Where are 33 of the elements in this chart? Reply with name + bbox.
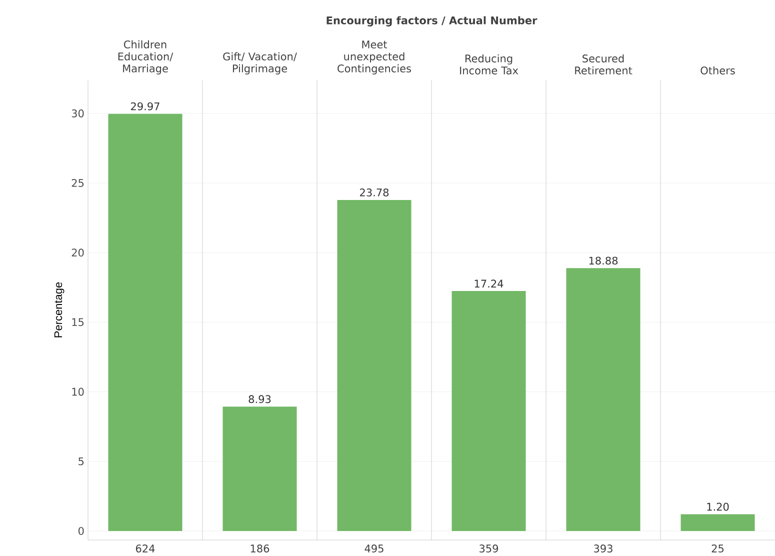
bar [337, 200, 412, 531]
bar [452, 290, 526, 531]
x-tick-label: Others [700, 66, 735, 74]
data-label: 17.24 [474, 280, 504, 288]
text: 393 [594, 544, 612, 552]
bar [566, 268, 640, 531]
y-axis-title: Percentage [54, 282, 64, 338]
y-tick-label: 25 [72, 179, 84, 187]
data-label: 23.78 [360, 188, 389, 196]
text: 186 [250, 544, 270, 552]
text: 359 [480, 544, 498, 552]
text: 25 [712, 544, 724, 552]
x-tick-label: Secured Retirement [575, 54, 632, 74]
y-tick-label: 15 [72, 318, 84, 326]
data-label: 8.93 [248, 395, 271, 404]
x-tick-label: Children Education/ Marriage [118, 40, 174, 74]
text: 624 [136, 544, 155, 552]
bar [680, 514, 755, 531]
bar [108, 114, 182, 531]
y-tick-label: 0 [78, 526, 84, 535]
x-tick-label: Reducing Income Tax [460, 54, 518, 74]
x-tick-label: Gift/ Vacation/ Pilgrimage [223, 52, 297, 74]
chart-title: Encourging factors / Actual Number [326, 16, 538, 26]
data-label: 29.97 [130, 102, 160, 110]
text: 495 [364, 544, 384, 552]
data-label: 18.88 [589, 256, 618, 265]
y-tick-label: 20 [72, 248, 84, 257]
y-tick-label: 5 [78, 457, 84, 466]
bar [222, 406, 297, 531]
x-tick-label: Meet unexpected Contingencies [338, 40, 411, 74]
y-tick-label: 10 [72, 388, 84, 396]
y-tick-label: 30 [72, 109, 84, 118]
data-label: 1.20 [707, 502, 729, 511]
